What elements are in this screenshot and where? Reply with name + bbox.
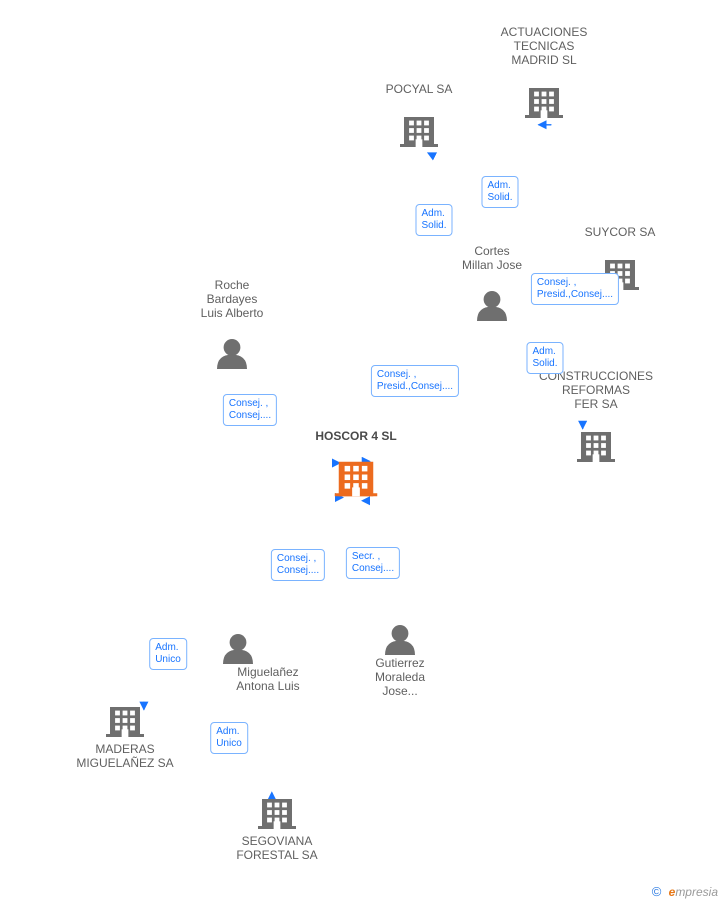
brand-rest: mpresia (675, 885, 718, 899)
edge-label: Adm. Unico (149, 638, 187, 670)
node-label: HOSCOR 4 SL (315, 429, 396, 443)
node-label: CONSTRUCCIONES REFORMAS FER SA (539, 369, 653, 411)
copyright-symbol: © (652, 884, 662, 899)
edge-label: Consej. , Presid.,Consej.... (531, 273, 619, 305)
node-label: SUYCOR SA (585, 225, 656, 239)
node-label: Cortes Millan Jose (462, 244, 522, 272)
node-label: SEGOVIANA FORESTAL SA (236, 834, 317, 862)
company-icon (106, 707, 144, 737)
node-label: MADERAS MIGUELAÑEZ SA (76, 742, 173, 770)
edge-label: Adm. Solid. (526, 342, 563, 374)
company-icon (525, 88, 563, 118)
edge-label: Consej. , Presid.,Consej.... (371, 365, 459, 397)
node-label: POCYAL SA (386, 82, 453, 96)
person-icon (477, 291, 507, 321)
company-icon (400, 117, 438, 147)
footer-credit: © empresia (652, 884, 718, 899)
node-label: Roche Bardayes Luis Alberto (201, 278, 264, 320)
company-icon (577, 432, 615, 462)
person-icon (385, 625, 415, 655)
edge-label: Adm. Solid. (481, 176, 518, 208)
node-label: ACTUACIONES TECNICAS MADRID SL (501, 25, 588, 67)
node-label: Gutierrez Moraleda Jose... (375, 656, 425, 698)
edge-label: Adm. Unico (210, 722, 248, 754)
edge-label: Secr. , Consej.... (346, 547, 400, 579)
edge-label: Consej. , Consej.... (223, 394, 277, 426)
company-icon (258, 799, 296, 829)
company-icon (335, 462, 378, 497)
edge-label: Consej. , Consej.... (271, 549, 325, 581)
edge-label: Adm. Solid. (415, 204, 452, 236)
node-label: Miguelañez Antona Luis (236, 665, 299, 693)
person-icon (217, 339, 247, 369)
person-icon (223, 634, 253, 664)
